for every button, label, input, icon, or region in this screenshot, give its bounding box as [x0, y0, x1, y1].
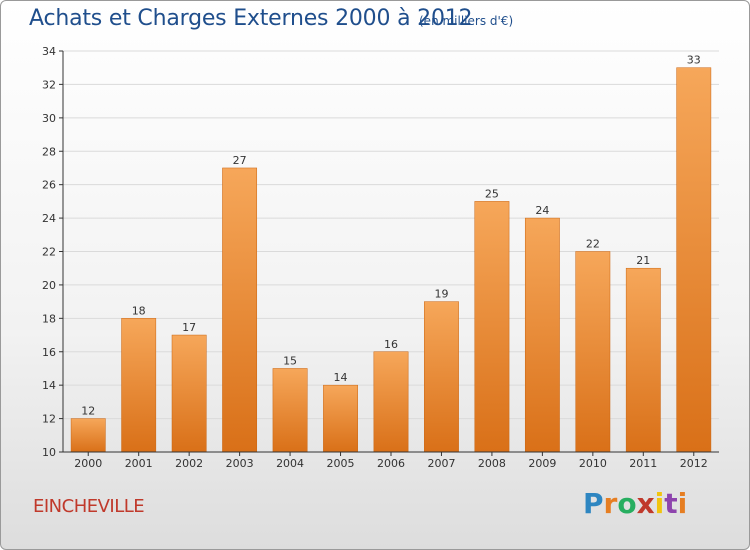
commune-name: EINCHEVILLE: [33, 496, 145, 517]
logo-letter: P: [583, 487, 604, 520]
logo-letter: t: [664, 487, 678, 520]
x-tick-label: 2000: [74, 457, 102, 470]
y-tick-label: 34: [42, 45, 56, 58]
logo-letter: o: [617, 487, 637, 520]
x-tick-label: 2005: [327, 457, 355, 470]
bar-2003: [222, 167, 258, 453]
y-tick-label: 16: [42, 346, 56, 359]
y-tick-label: 24: [42, 212, 56, 225]
logo-letter: x: [636, 487, 655, 520]
y-tick-label: 32: [42, 78, 56, 91]
bar-2009: [524, 217, 560, 453]
data-label-2011: 21: [636, 254, 650, 267]
x-tick-label: 2010: [579, 457, 607, 470]
logo-letter: i: [654, 487, 665, 520]
x-tick-label: 2007: [427, 457, 455, 470]
bar-2002: [171, 334, 207, 453]
bar-2000: [70, 418, 106, 453]
proxiti-logo: Proxiti: [583, 487, 687, 520]
x-tick-label: 2003: [226, 457, 254, 470]
y-tick-label: 28: [42, 145, 56, 158]
x-tick-label: 2006: [377, 457, 405, 470]
bars: [70, 67, 712, 453]
bar-2012: [676, 67, 712, 453]
bar-2006: [373, 351, 409, 453]
chart-unit: (en milliers d'€): [419, 14, 514, 28]
y-tick-label: 10: [42, 446, 56, 459]
bar-2007: [424, 301, 459, 453]
bar-2001: [121, 318, 157, 453]
data-label-2006: 16: [384, 338, 398, 351]
x-tick-label: 2002: [175, 457, 203, 470]
y-tick-label: 30: [42, 112, 56, 125]
chart-title: Achats et Charges Externes 2000 à 2012: [29, 6, 473, 31]
x-tick-label: 2012: [680, 457, 708, 470]
y-tick-label: 12: [42, 413, 56, 426]
data-label-2003: 27: [233, 154, 247, 167]
logo-letter: r: [603, 487, 618, 520]
labels: 10 12 14 16 18 20 22 24 26 28 30 32 34 2000 12 2001 18 20…: [42, 45, 708, 470]
y-tick-label: 14: [42, 379, 56, 392]
x-tick-label: 2008: [478, 457, 506, 470]
y-tick-label: 20: [42, 279, 56, 292]
data-label-2010: 22: [586, 238, 600, 251]
data-label-2012: 33: [687, 54, 701, 67]
data-label-2007: 19: [434, 288, 448, 301]
bar-2010: [575, 251, 611, 453]
data-label-2005: 14: [334, 371, 348, 384]
x-tick-label: 2011: [629, 457, 657, 470]
bar-2008: [474, 201, 510, 453]
x-tick-label: 2004: [276, 457, 304, 470]
x-tick-label: 2009: [528, 457, 556, 470]
data-label-2009: 24: [535, 204, 549, 217]
y-tick-label: 26: [42, 179, 56, 192]
y-tick-label: 18: [42, 312, 56, 325]
data-label-2008: 25: [485, 187, 499, 200]
x-tick-label: 2001: [125, 457, 153, 470]
bar-2004: [272, 368, 308, 453]
data-label-2002: 17: [182, 321, 196, 334]
bar-2011: [625, 267, 661, 453]
axes: [59, 50, 719, 456]
y-tick-label: 22: [42, 246, 56, 259]
data-label-2004: 15: [283, 354, 297, 367]
data-label-2000: 12: [81, 405, 95, 418]
data-label-2001: 18: [132, 304, 146, 317]
bar-2005: [323, 384, 358, 453]
logo-letter: i: [677, 487, 688, 520]
